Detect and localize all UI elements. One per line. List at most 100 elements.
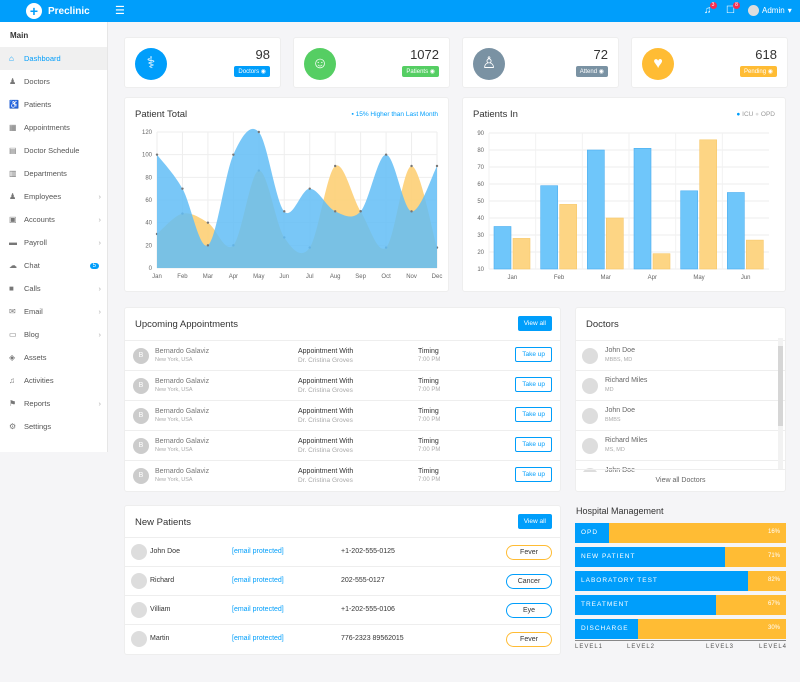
chat-icon: ☁ xyxy=(9,261,17,270)
take-up-button[interactable]: Take up xyxy=(515,377,552,392)
stat-card-patients: ☺ 1072 Patients ◉ xyxy=(293,37,450,88)
x-tick-label: Mar xyxy=(203,274,213,280)
sidebar-item-patients[interactable]: ♿ Patients xyxy=(9,100,52,109)
calendar-check-icon: ▤ xyxy=(9,146,17,155)
timing-label: Timing xyxy=(418,378,439,385)
doctor-list-item[interactable]: Richard Miles MS, MD xyxy=(576,431,785,461)
take-up-button[interactable]: Take up xyxy=(515,407,552,422)
sidebar-item-payroll[interactable]: ▬ Payroll › xyxy=(9,238,101,247)
appointment-row: B Bernardo Galaviz New York, USA Appoint… xyxy=(125,340,560,370)
x-tick-label: Feb xyxy=(177,274,188,280)
level-label: LEVEL1 xyxy=(575,644,604,650)
view-all-appointments-button[interactable]: View all xyxy=(517,316,552,331)
doctor-list-item[interactable]: Richard Miles MD xyxy=(576,371,785,401)
bar-icu-mar xyxy=(587,149,605,270)
cube-icon: ◈ xyxy=(9,353,16,362)
user-md-icon: ♙ xyxy=(473,48,505,80)
timing-value: 7:00 PM xyxy=(418,417,441,423)
diagnosis-tag[interactable]: Fever xyxy=(506,545,552,560)
data-point xyxy=(257,130,261,134)
sidebar-item-departments[interactable]: ▥ Departments xyxy=(9,169,67,178)
sidebar-item-appointments[interactable]: ▦ Appointments xyxy=(9,123,70,132)
chart-title: Patient Total xyxy=(135,109,188,120)
sidebar-item-blog[interactable]: ▭ Blog › xyxy=(9,330,101,339)
top-bar: + Preclinic ☰ ♫ 3 ☐ 8 Admin ▾ xyxy=(0,0,800,22)
patient-email[interactable]: [email protected] xyxy=(232,635,284,642)
user-menu[interactable]: Admin ▾ xyxy=(748,5,792,16)
hospital-management-title: Hospital Management xyxy=(576,506,664,516)
card-title: Doctors xyxy=(586,319,619,330)
data-point xyxy=(155,153,159,156)
view-all-patients-button[interactable]: View all xyxy=(517,514,552,529)
heartbeat-icon: ♥ xyxy=(642,48,674,80)
stat-value: 618 xyxy=(755,47,777,62)
sidebar-item-chat[interactable]: ☁ Chat 5 xyxy=(0,254,107,277)
progress-bar-treatment: TREATMENT 67% xyxy=(575,595,786,615)
doctor-list-item[interactable]: John Doe MBBS, MD xyxy=(576,341,785,371)
timing-label: Timing xyxy=(418,408,439,415)
patient-location: New York, USA xyxy=(155,417,193,423)
patient-email[interactable]: [email protected] xyxy=(232,548,284,555)
patient-phone: +1-202-555-0125 xyxy=(341,548,395,555)
sidebar-item-doctor-schedule[interactable]: ▤ Doctor Schedule xyxy=(9,146,80,155)
sidebar-item-calls[interactable]: ■ Calls › xyxy=(9,284,101,293)
bar-icu-feb xyxy=(540,185,558,270)
timing-label: Timing xyxy=(418,438,439,445)
x-tick-label: May xyxy=(693,275,704,281)
patient-name: Bernardo Galaviz xyxy=(155,378,210,385)
appointment-row: B Bernardo Galaviz New York, USA Appoint… xyxy=(125,400,560,430)
doctors-scrollbar[interactable] xyxy=(778,338,783,470)
sidebar-item-settings[interactable]: ⚙ Settings xyxy=(9,422,52,431)
sidebar-item-reports[interactable]: ⚑ Reports › xyxy=(9,399,101,408)
sidebar-item-activities[interactable]: ♫ Activities xyxy=(9,376,54,385)
notification-bell-icon[interactable]: ♫ 3 xyxy=(704,2,717,16)
diagnosis-tag[interactable]: Cancer xyxy=(506,574,552,589)
sidebar-item-employees[interactable]: ♟ Employees › xyxy=(9,192,101,201)
notification-badge: 3 xyxy=(709,2,717,9)
doctors-card: Doctors John Doe MBBS, MD Richard Miles … xyxy=(575,307,786,492)
sidebar-item-assets[interactable]: ◈ Assets xyxy=(9,353,47,362)
take-up-button[interactable]: Take up xyxy=(515,347,552,362)
bar-opd-jan xyxy=(512,238,531,270)
logo[interactable]: + Preclinic xyxy=(26,3,90,19)
patient-email[interactable]: [email protected] xyxy=(232,577,284,584)
patient-location: New York, USA xyxy=(155,477,193,483)
patient-avatar xyxy=(131,573,147,589)
messages-icon[interactable]: ☐ 8 xyxy=(726,2,740,16)
doctor-degree: MD xyxy=(605,387,614,393)
sidebar-item-email[interactable]: ✉ Email › xyxy=(9,307,102,316)
y-tick-label: 120 xyxy=(142,130,153,136)
patient-location: New York, USA xyxy=(155,357,193,363)
avatar xyxy=(748,5,759,16)
timing-value: 7:00 PM xyxy=(418,387,441,393)
patient-email[interactable]: [email protected] xyxy=(232,606,284,613)
patient-name: Bernardo Galaviz xyxy=(155,348,210,355)
check-circle-icon: ◉ xyxy=(598,69,604,75)
calendar-icon: ▦ xyxy=(9,123,17,132)
sidebar-item-accounts[interactable]: ▣ Accounts › xyxy=(9,215,101,224)
take-up-button[interactable]: Take up xyxy=(515,437,552,452)
diagnosis-tag[interactable]: Eye xyxy=(506,603,552,618)
diagnosis-tag[interactable]: Fever xyxy=(506,632,552,647)
patient-location: New York, USA xyxy=(155,387,193,393)
chevron-right-icon: › xyxy=(98,307,102,316)
new-patients-card: New Patients View all John Doe [email pr… xyxy=(124,505,561,655)
data-point xyxy=(359,210,362,213)
progress-percent: 82% xyxy=(767,577,780,583)
x-tick-label: Feb xyxy=(554,275,565,281)
patient-avatar xyxy=(131,602,147,618)
patient-name: Villiam xyxy=(150,606,171,613)
take-up-button[interactable]: Take up xyxy=(515,467,552,482)
sidebar-item-dashboard[interactable]: ⌂ Dashboard xyxy=(0,47,107,70)
menu-toggle-icon[interactable]: ☰ xyxy=(115,5,125,17)
view-all-doctors-link[interactable]: View all Doctors xyxy=(576,469,785,491)
x-tick-label: Jul xyxy=(306,274,314,280)
bell-icon: ♫ xyxy=(9,376,15,385)
patient-total-chart: Patient Total ▪ 15% Higher than Last Mon… xyxy=(124,97,449,292)
data-point xyxy=(181,187,184,190)
progress-bar-laboratory-test: LABORATORY TEST 82% xyxy=(575,571,786,591)
doctor-list-item[interactable]: John Doe BMBS xyxy=(576,401,785,431)
progress-label: TREATMENT xyxy=(581,601,630,608)
patient-phone: 202-555-0127 xyxy=(341,577,385,584)
sidebar-item-doctors[interactable]: ♟ Doctors xyxy=(9,77,50,86)
